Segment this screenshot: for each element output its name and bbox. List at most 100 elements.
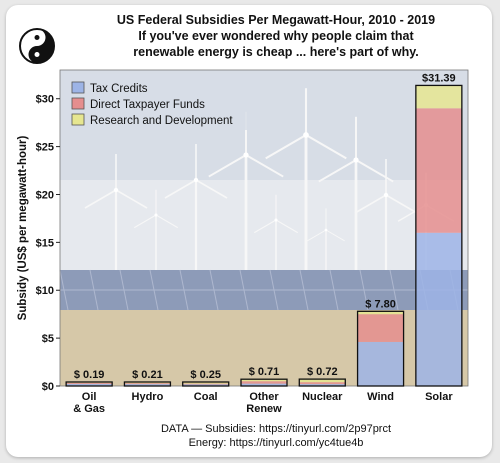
wind-turbine-graphic	[254, 194, 298, 270]
wind-turbine-graphic	[134, 189, 178, 270]
y-tick-label: $25	[36, 142, 54, 154]
bar-outline	[240, 378, 288, 387]
x-tick-label: Solar	[425, 391, 453, 403]
turbine-hub	[274, 218, 278, 222]
turbine-blade	[245, 154, 284, 178]
x-tick-label: Hydro	[132, 391, 164, 403]
bar-segment-direct-funds	[299, 382, 346, 385]
wind-turbine-graphic	[354, 159, 418, 270]
bar-total-label: $ 7.80	[365, 298, 396, 310]
yin-yang-face-icon	[19, 28, 55, 64]
turbine-blade	[164, 179, 197, 199]
turbine-blade	[307, 229, 327, 242]
bar-segment-tax-credits	[241, 383, 287, 386]
chart-plot: $0 $5 $10 $15 $20 $25 $30 Subsidy (US$ per mega…	[17, 69, 469, 415]
wind-turbine-graphic	[265, 88, 347, 270]
bar-outline	[123, 381, 172, 387]
turbine-blade	[385, 194, 418, 214]
bar-segment-tax-credits	[415, 232, 462, 386]
legend-label: Tax Credits	[90, 83, 148, 95]
wind-turbine-graphic	[208, 111, 284, 270]
turbine-blade	[305, 134, 347, 160]
bar-outline	[356, 310, 405, 387]
y-tick-label: $30	[36, 94, 54, 106]
legend-label: Research and Development	[90, 115, 233, 127]
chart-card: US Federal Subsidies Per Megawatt-Hour, …	[6, 5, 492, 457]
turbine-blade	[115, 189, 148, 209]
x-tick-label: Wind	[367, 391, 394, 403]
x-tick-label: Coal	[194, 391, 218, 403]
turbine-blade	[208, 154, 247, 178]
wind-turbine-graphic	[307, 208, 345, 270]
bar-segment-research	[299, 379, 346, 383]
turbine-blade	[355, 159, 394, 183]
bar-segment-research	[415, 85, 462, 109]
x-tick-label: Nuclear	[302, 391, 343, 403]
turbine-hub	[303, 132, 309, 138]
bar-total-label: $ 0.21	[132, 369, 163, 381]
turbine-hub	[353, 157, 359, 163]
bar-total-label: $ 0.19	[74, 369, 105, 381]
x-tick-label: Other	[249, 391, 279, 403]
bar-segment-research	[241, 379, 287, 382]
bar-segment-direct-funds	[415, 108, 462, 233]
y-tick-label: $10	[36, 285, 54, 297]
turbine-blade	[195, 179, 228, 199]
turbine-hub	[154, 213, 158, 217]
x-tick-label: Renew	[246, 403, 282, 415]
bar-segment-direct-funds	[124, 383, 171, 385]
turbine-hub	[193, 177, 199, 183]
bar-outline	[298, 378, 346, 387]
haze-background	[60, 180, 468, 280]
footer-data-source-2: Energy: https://tinyurl.com/yc4tue4b	[188, 437, 364, 449]
legend-swatch	[71, 81, 85, 94]
bar-total-label: $31.39	[422, 72, 456, 84]
legend-label: Direct Taxpayer Funds	[90, 99, 205, 111]
legend-swatch	[71, 97, 85, 110]
turbine-blade	[275, 219, 298, 234]
turbine-blade	[318, 159, 357, 183]
bar-total-label: $ 0.72	[307, 366, 338, 378]
turbine-blade	[155, 214, 178, 229]
turbine-blade	[325, 229, 345, 242]
chart-title: US Federal Subsidies Per Megawatt-Hour, …	[116, 13, 436, 27]
bar-segment-research	[357, 311, 404, 315]
turbine-blade	[354, 194, 387, 214]
turbine-hub	[243, 152, 249, 158]
chart-subtitle-line-2: renewable energy is cheap ... here's par…	[133, 45, 419, 59]
legend-swatch	[71, 113, 85, 126]
bar-segment-research	[182, 382, 229, 384]
turbine-blade	[254, 219, 277, 234]
turbine-blade	[84, 189, 117, 209]
bar-segment-direct-funds	[182, 383, 229, 385]
wind-turbine-graphic	[164, 144, 228, 270]
bar-segment-tax-credits	[357, 341, 404, 386]
wind-turbine-graphic	[84, 154, 148, 270]
bar-total-label: $ 0.25	[190, 369, 221, 381]
bar-segment-direct-funds	[66, 382, 113, 384]
turbine-hub	[113, 187, 119, 193]
y-tick-label: $15	[36, 237, 54, 249]
bar-segment-direct-funds	[241, 381, 287, 384]
turbine-hub	[383, 192, 389, 198]
bar-outline	[65, 381, 113, 387]
footer-data-source-1: DATA — Subsidies: https://tinyurl.com/2p…	[160, 423, 392, 435]
x-tick-label: & Gas	[73, 403, 105, 415]
bar-total-label: $ 0.71	[249, 366, 280, 378]
bar-segment-tax-credits	[124, 384, 171, 386]
bar-outline	[182, 381, 230, 387]
turbine-blade	[265, 134, 307, 160]
x-tick-label: Oil	[82, 391, 97, 403]
legend-background	[64, 74, 260, 130]
bar-segment-direct-funds	[357, 314, 404, 342]
y-tick-label: $5	[42, 333, 54, 345]
turbine-hub	[324, 228, 328, 232]
bar-segment-tax-credits	[299, 384, 346, 386]
bar-outline	[415, 84, 463, 387]
wind-turbine-graphic	[318, 116, 394, 270]
chart-subtitle-line-1: If you've ever wondered why people claim…	[138, 29, 414, 43]
logo	[18, 27, 56, 65]
legend: Tax Credits Direct Taxpayer Funds Research…	[64, 74, 260, 130]
y-tick-label: $0	[42, 381, 54, 393]
turbine-blade	[134, 214, 157, 229]
